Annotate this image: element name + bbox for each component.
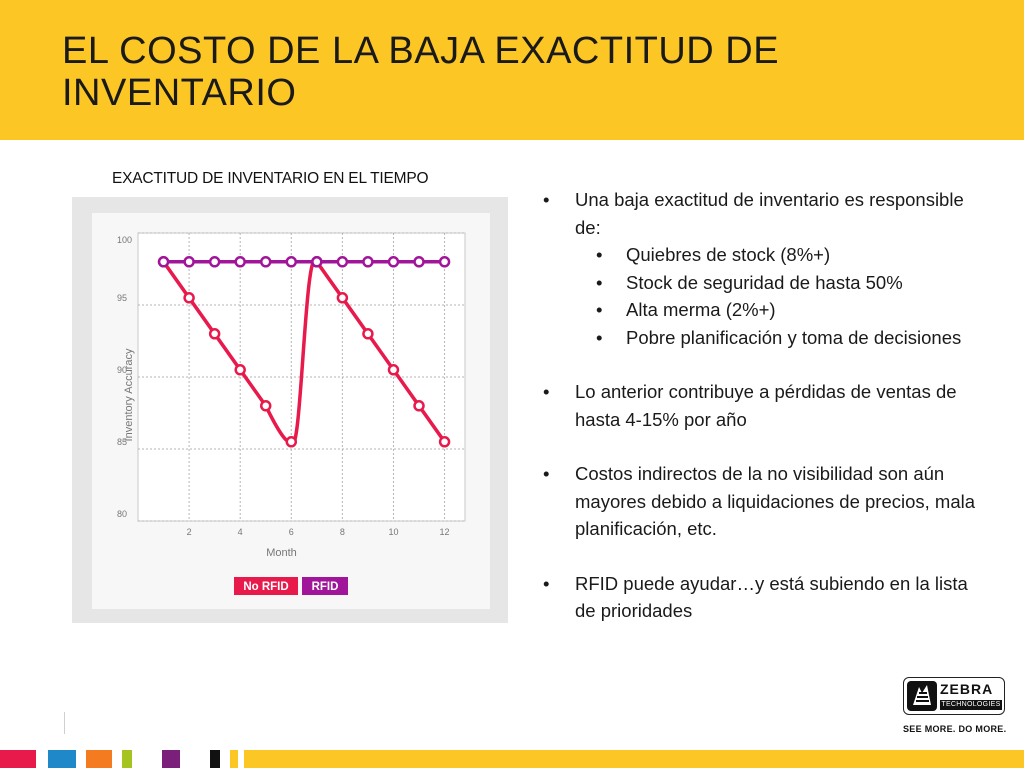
sub-bullet-text: Alta merma (2%+) [626,299,776,320]
rfid-point [413,256,425,268]
color-strip [0,750,1024,768]
legend-label-no-rfid: No RFID [243,581,288,593]
rfid-point [362,256,374,268]
no-rfid-point [413,400,425,412]
chart-title: EXACTITUD DE INVENTARIO EN EL TIEMPO [112,170,429,187]
bullet-item: • Lo anterior contribuye a pérdidas de v… [540,378,980,433]
y-tick-label: 80 [117,509,127,519]
slide-title: EL COSTO DE LA BAJA EXACTITUD DE INVENTA… [62,30,780,114]
x-tick-label: 10 [388,527,398,537]
sub-bullet-item: • Quiebres de stock (8%+) [540,241,980,269]
no-rfid-point [259,400,272,412]
logo-wordmark: ZEBRA [940,681,994,697]
no-rfid-point [438,436,451,448]
sub-bullet-item: • Stock de seguridad de hasta 50% [540,269,980,297]
y-axis-label: Inventory Accuracy [123,348,135,441]
legend-swatch-rfid [302,577,348,595]
rfid-point [336,256,349,268]
bullet-item: • Costos indirectos de la no visibilidad… [540,460,980,543]
x-tick-label: 4 [238,527,243,537]
bullet-marker: • [543,572,550,594]
color-strip-segment [86,750,112,768]
rfid-point [259,256,272,268]
bullet-text: RFID puede ayudar…y está subiendo en la … [575,572,968,622]
y-tick-label: 100 [117,235,132,245]
x-tick-label: 8 [340,527,345,537]
no-rfid-point [387,364,400,376]
chart-legend: No RFID RFID [234,577,348,595]
no-rfid-point [285,436,298,448]
y-tick-label: 90 [117,365,127,375]
no-rfid-point [336,292,349,304]
color-strip-segment [244,750,1024,768]
sub-bullet-item: • Pobre planificación y toma de decision… [540,324,980,352]
color-strip-segment [48,750,76,768]
rfid-point [438,256,451,268]
rfid-point [387,256,400,268]
bullet-text: Una baja exactitud de inventario es resp… [575,189,964,238]
legend-label-rfid: RFID [312,581,339,593]
tagline: SEE MORE. DO MORE. [903,724,1007,734]
sub-bullet-text: Quiebres de stock (8%+) [626,244,831,265]
sub-bullet-item: • Alta merma (2%+) [540,296,980,324]
bullet-item: • Una baja exactitud de inventario es re… [540,186,980,241]
x-tick-label: 6 [289,527,294,537]
inventory-accuracy-chart: 80 85 90 95 100 2 4 6 8 10 12 Month Inventory Accura… [117,232,466,595]
color-strip-segment [210,750,220,768]
bullet-item: • RFID puede ayudar…y está subiendo en l… [540,570,980,625]
y-tick-label: 95 [117,293,127,303]
x-axis-label: Month [266,547,297,559]
chart-panel: 80 85 90 95 100 2 4 6 8 10 12 Month Inventory Accura… [92,213,490,609]
bullet-text: Costos indirectos de la no visibilidad s… [575,463,976,539]
bullet-marker: • [543,189,550,210]
title-banner: EL COSTO DE LA BAJA EXACTITUD DE INVENTA… [0,0,1024,140]
sub-bullet-text: Stock de seguridad de hasta 50% [626,271,903,293]
bullet-marker: • [596,271,603,293]
color-strip-segment [0,750,36,768]
bullet-marker: • [596,326,603,348]
no-rfid-point [362,328,374,340]
bullet-marker: • [543,381,550,402]
bullet-marker: • [596,299,603,320]
zebra-logo: ZEBRA TECHNOLOGIES [903,677,1005,715]
chart-frame: 80 85 90 95 100 2 4 6 8 10 12 Month Inventory Accura… [72,197,508,623]
no-rfid-point [183,292,195,304]
rfid-point [157,256,170,268]
legend-swatch-no-rfid [234,577,298,595]
sub-bullet-text: Pobre planificación y toma de decisiones [626,326,962,348]
zebra-head-icon [907,681,937,711]
bullet-marker: • [543,463,550,484]
divider [64,712,65,734]
bullet-list: • Una baja exactitud de inventario es re… [540,186,980,625]
rfid-point [311,256,323,268]
x-tick-label: 12 [440,527,450,537]
color-strip-segment [230,750,238,768]
color-strip-segment [122,750,132,768]
rfid-point [208,256,221,268]
rfid-point [183,256,195,268]
x-tick-label: 2 [187,527,192,537]
bullet-text: Lo anterior contribuye a pérdidas de ven… [575,381,957,430]
bullet-marker: • [596,244,603,265]
no-rfid-point [234,364,246,376]
y-tick-label: 85 [117,437,127,447]
rfid-point [285,256,298,268]
no-rfid-point [208,328,221,340]
logo-subtitle: TECHNOLOGIES [940,700,1002,710]
color-strip-segment [162,750,180,768]
rfid-point [234,256,246,268]
